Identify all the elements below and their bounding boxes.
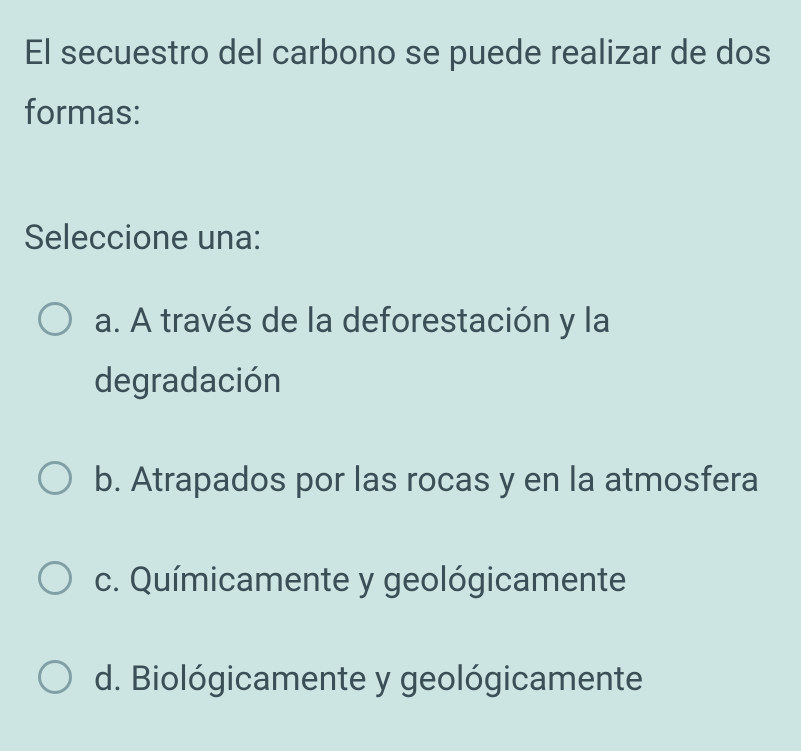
option-a[interactable]: a. A través de la deforestación y la deg…	[24, 292, 777, 411]
option-label: a. A través de la deforestación y la deg…	[94, 292, 777, 411]
question-text: El secuestro del carbono se puede realiz…	[24, 24, 777, 143]
option-d[interactable]: d. Biológicamente y geológicamente	[24, 650, 777, 710]
radio-icon[interactable]	[38, 302, 72, 336]
radio-icon[interactable]	[38, 660, 72, 694]
radio-icon[interactable]	[38, 461, 72, 495]
option-label: c. Químicamente y geológicamente	[94, 551, 636, 611]
select-prompt: Seleccione una:	[24, 213, 777, 264]
options-group: a. A través de la deforestación y la deg…	[24, 292, 777, 710]
option-label: b. Atrapados por las rocas y en la atmos…	[94, 451, 769, 511]
option-c[interactable]: c. Químicamente y geológicamente	[24, 551, 777, 611]
option-label: d. Biológicamente y geológicamente	[94, 650, 653, 710]
option-b[interactable]: b. Atrapados por las rocas y en la atmos…	[24, 451, 777, 511]
radio-icon[interactable]	[38, 561, 72, 595]
